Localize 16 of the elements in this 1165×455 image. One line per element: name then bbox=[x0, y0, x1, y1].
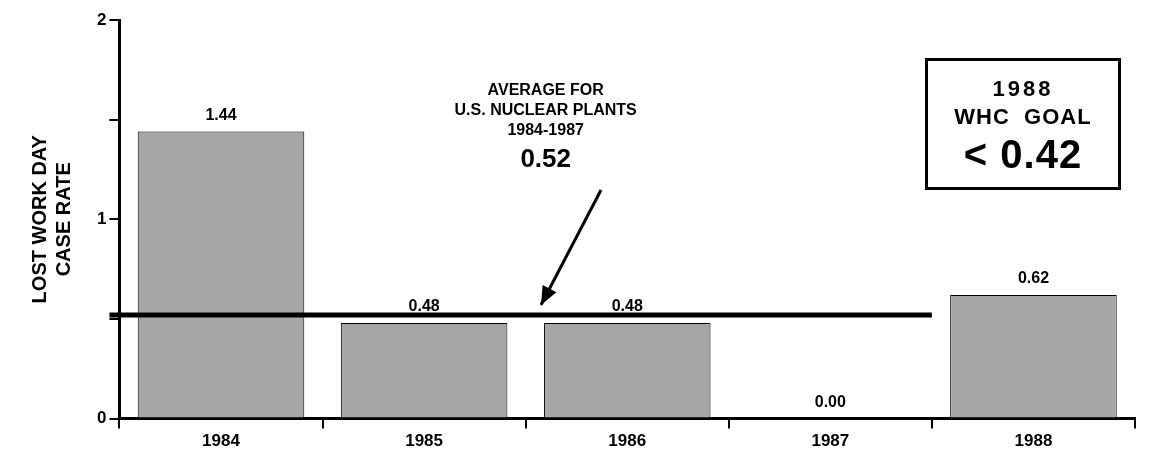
data-label: 0.62 bbox=[1017, 269, 1050, 287]
x-tick-label: 1988 bbox=[1014, 431, 1053, 451]
y-axis-title: LOST WORK DAY CASE RATE bbox=[27, 134, 74, 304]
data-label: 0.48 bbox=[408, 297, 440, 315]
x-tick-label: 1986 bbox=[608, 431, 647, 451]
x-tick-label: 1985 bbox=[405, 431, 444, 451]
annotation: 1988 WHC GOAL < 0.42 bbox=[953, 75, 1093, 177]
y-tick-label: 0 bbox=[96, 408, 107, 428]
y-tick-label: 1 bbox=[96, 208, 107, 228]
data-label: 0.00 bbox=[814, 393, 847, 411]
x-tick-label: 1987 bbox=[811, 431, 850, 451]
data-label: 0.48 bbox=[611, 297, 643, 315]
x-tick-label: 1984 bbox=[202, 431, 241, 451]
data-label: 1.44 bbox=[205, 106, 237, 124]
y-tick-label: 2 bbox=[96, 9, 107, 29]
ref-line-label: AVERAGE FOR U.S. NUCLEAR PLANTS 1984-1987 0.52 bbox=[454, 81, 638, 173]
